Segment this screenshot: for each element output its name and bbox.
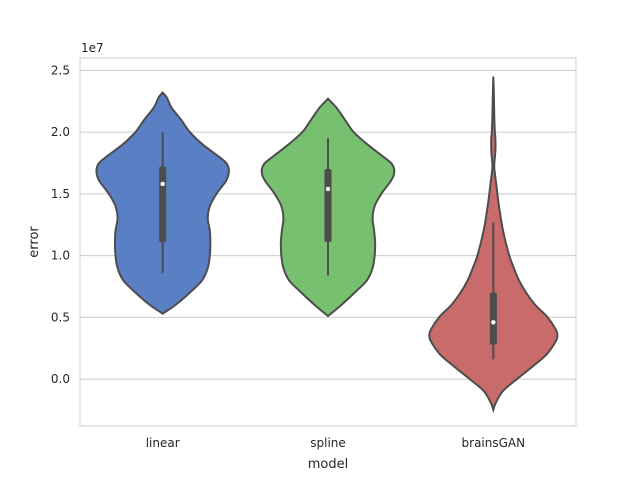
y-tick-label: 2.0 (51, 125, 70, 139)
y-offset-label: 1e7 (81, 41, 104, 55)
y-tick-label: 0.5 (51, 310, 70, 324)
x-tick-label: spline (310, 436, 346, 450)
x-tick-labels: linear spline brainsGAN (146, 436, 525, 450)
y-axis-label: error (27, 226, 42, 258)
iqr-box-spline (324, 169, 332, 242)
x-axis-label: model (308, 457, 348, 472)
x-tick-label: brainsGAN (462, 436, 526, 450)
iqr-box-brainsGAN (489, 292, 497, 345)
median-dot-linear (160, 181, 165, 187)
median-dot-brainsGAN (491, 320, 496, 325)
median-dot-spline (325, 186, 331, 192)
y-tick-labels: 0.0 0.5 1.0 1.5 2.0 2.5 (51, 63, 70, 386)
y-tick-label: 1.0 (51, 249, 70, 263)
y-tick-label: 1.5 (51, 187, 70, 201)
inner-boxes (159, 132, 497, 360)
y-tick-label: 0.0 (51, 372, 70, 386)
plot-frame (79, 57, 577, 427)
x-tick-label: linear (146, 436, 180, 450)
y-tick-label: 2.5 (51, 63, 70, 77)
iqr-box-linear (159, 166, 167, 242)
